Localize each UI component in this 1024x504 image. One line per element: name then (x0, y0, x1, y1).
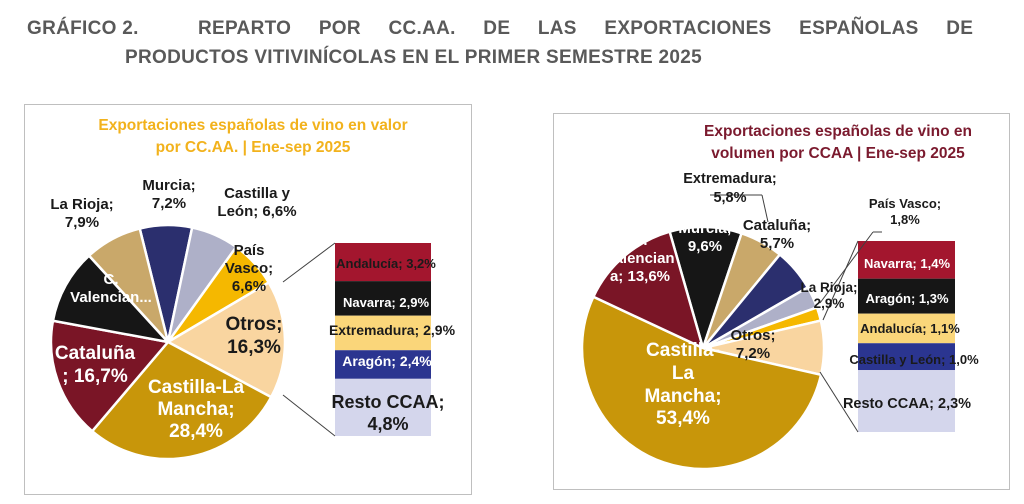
bar-label-andalucia: Andalucía; 3,2% (336, 256, 436, 271)
value-bar-segment-andalucia (335, 243, 431, 282)
label-text: ; 16,7% (62, 365, 128, 387)
label-text: 7,2% (735, 345, 771, 362)
label-text: Valencian... (70, 289, 152, 306)
figure-title-line2: PRODUCTOS VITIVINÍCOLAS EN EL PRIMER SEM… (125, 47, 703, 68)
label-text: La Rioja; (800, 280, 858, 295)
value-bar-segment-navarra (335, 281, 431, 316)
volume-bar-segment-castilla-y-leon (858, 343, 955, 371)
label-text: 16,3% (227, 336, 281, 358)
label-pais-vasco: País Vasco; 6,6% (225, 242, 273, 296)
bar-label-andalucia: Andalucía; 1,1% (860, 321, 960, 336)
label-text: País Vasco; (868, 196, 942, 211)
label-otros: Otros; 16,3% (226, 314, 283, 360)
label-text: Mancha; (157, 399, 235, 421)
volume-pie-slice-c-valenciana (591, 230, 705, 351)
value-pie-slice-cataluna (49, 319, 171, 433)
bar-label-navarra: Navarra; 1,4% (864, 256, 950, 271)
value-bar-segment-extremadura (335, 315, 431, 351)
label-text: 2,9% (813, 296, 845, 312)
label-castilla-la-mancha: Castilla-La Mancha; 28,4% (148, 377, 244, 444)
volume-connector-line (819, 231, 874, 304)
label-text: 5,8% (713, 189, 747, 206)
label-text: Murcia; (142, 177, 196, 194)
label-text: 6,6% (231, 278, 267, 295)
bar-label-resto: Resto CCAA; 2,3% (842, 396, 972, 412)
label-text: Castilla-La (147, 377, 245, 398)
label-text: Extremadura; (683, 171, 777, 187)
label-text: León; 6,6% (217, 203, 297, 220)
label-text: 4,8% (367, 413, 409, 434)
label-c-valenciana: C. Valencian... (70, 271, 152, 307)
label-text: Castilla- (646, 340, 720, 361)
bar-label-navarra: Navarra; 2,9% (343, 295, 429, 310)
label-text: Vasco; (224, 260, 274, 277)
bar-label-extremadura: Extremadura; 2,9% (328, 322, 456, 338)
label-text: 9,6% (687, 238, 723, 255)
label-text: 53,4% (656, 408, 710, 430)
label-text: Otros; (225, 314, 283, 335)
label-murcia: Murcia; 9,6% (678, 220, 731, 256)
label-text: País (233, 242, 265, 259)
value-pie-slice-c-valenciana (51, 253, 172, 344)
volume-bar-segment-aragon (858, 278, 955, 314)
label-cataluna: Cataluña; 16,7% (55, 343, 135, 389)
bar-label-castilla-y-leon: Castilla y León; 1,0% (849, 352, 979, 367)
label-text: a; 13,6% (609, 268, 671, 285)
label-text: La Rioja; (50, 196, 114, 213)
volume-connector-line (819, 371, 859, 433)
label-text: 1,8% (890, 211, 920, 227)
label-text: 5,7% (759, 235, 795, 252)
label-otros: Otros; 7,2% (731, 327, 776, 363)
value-chart-title-line2: por CC.AA. | Ene-sep 2025 (155, 139, 351, 157)
label-text: 28,4% (169, 421, 223, 443)
volume-bar-segment-resto-ccaa (858, 370, 955, 432)
volume-connector-line (761, 194, 769, 223)
bar-label-aragon: Aragón; 1,3% (865, 291, 949, 306)
label-castilla-y-leon: Castilla y León; 6,6% (217, 185, 296, 221)
label-la-rioja: La Rioja; 7,9% (50, 196, 113, 232)
label-text: Murcia; (678, 220, 732, 237)
label-text: La (671, 362, 695, 384)
bar-label-aragon: Aragón; 2,4% (342, 353, 432, 369)
value-chart-title: Exportaciones españolas de vino en valor… (98, 115, 407, 160)
label-c-valenciana: C. Valencian a; 13,6% (605, 232, 674, 286)
value-chart-title-line1: Exportaciones españolas de vino en valor (98, 117, 408, 134)
label-text: 7,9% (64, 214, 100, 231)
label-text: Valencian (605, 250, 675, 267)
label-murcia: Murcia; 7,2% (142, 177, 195, 213)
label-cataluna: Cataluña; 5,7% (743, 217, 811, 253)
value-bar-segment-aragon (335, 350, 431, 379)
bar-label-resto: Resto CCAA; 4,8% (331, 392, 444, 435)
label-pais-vasco: País Vasco; 1,8% (869, 196, 941, 227)
volume-bar-segment-navarra (858, 241, 955, 279)
value-connector-line (282, 242, 336, 283)
volume-bar-segment-andalucia (858, 313, 955, 344)
label-text: C. (103, 271, 119, 288)
value-pie-slice-otros (165, 280, 287, 399)
label-text: Castilla y (224, 185, 290, 202)
label-la-rioja: La Rioja; 2,9% (800, 280, 857, 312)
label-text: Cataluña (54, 343, 136, 364)
label-text: Otros; (730, 327, 776, 344)
figure-title-line1: REPARTO POR CC.AA. DE LAS EXPORTACIONES … (198, 18, 974, 39)
label-text: Mancha; (644, 385, 722, 407)
figure-number: GRÁFICO 2. (27, 18, 139, 39)
label-castilla-la-mancha: Castilla- La Mancha; 53,4% (644, 340, 721, 431)
value-bar-segment-resto-ccaa (335, 378, 431, 436)
label-text: Cataluña; (742, 217, 812, 234)
label-text: Resto CCAA; (331, 392, 445, 412)
value-pie-slice-la-rioja (87, 226, 170, 343)
volume-chart-title-line2: volumen por CCAA | Ene-sep 2025 (711, 145, 965, 163)
value-pie-slice-castilla-la-mancha (90, 340, 273, 461)
label-text: 7,2% (151, 195, 187, 212)
volume-chart-title-line1: Exportaciones españolas de vino en (704, 123, 972, 140)
label-text: C. (632, 232, 648, 249)
volume-chart-title: Exportaciones españolas de vino en volum… (704, 121, 972, 166)
volume-connector-line (822, 240, 859, 321)
volume-pie-slice-castilla-la-mancha (580, 295, 823, 471)
value-connector-line (282, 394, 336, 437)
label-extremadura: Extremadura; 5,8% (683, 170, 776, 208)
